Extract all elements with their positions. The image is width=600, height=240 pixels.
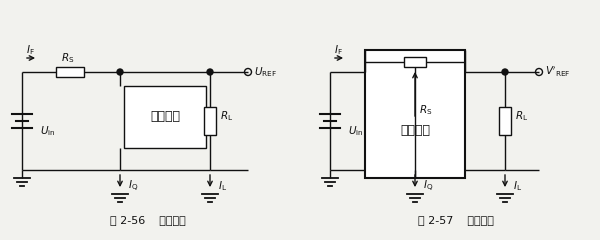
Text: 图 2-57    串联基准: 图 2-57 串联基准 [418, 215, 494, 225]
Text: $I_{\rm F}$: $I_{\rm F}$ [26, 43, 35, 57]
Text: $I_{\rm F}$: $I_{\rm F}$ [334, 43, 343, 57]
Bar [56, 67, 84, 77]
Bar [204, 107, 216, 135]
Bar [499, 107, 511, 135]
Text: $R_{\rm S}$: $R_{\rm S}$ [61, 51, 74, 65]
Text: 并联基准: 并联基准 [150, 110, 180, 124]
Text: $R_{\rm L}$: $R_{\rm L}$ [515, 109, 528, 123]
Text: $U_{\rm in}$: $U_{\rm in}$ [348, 124, 364, 138]
Text: $I_{\rm Q}$: $I_{\rm Q}$ [423, 179, 433, 193]
Bar [365, 50, 465, 178]
Text: 串联基准: 串联基准 [400, 124, 430, 137]
Circle shape [117, 69, 123, 75]
Text: $I_{\rm L}$: $I_{\rm L}$ [218, 179, 227, 193]
Bar [404, 57, 426, 67]
Text: $U_{\rm REF}$: $U_{\rm REF}$ [254, 65, 277, 79]
Text: $I_{\rm Q}$: $I_{\rm Q}$ [128, 179, 139, 193]
Text: 图 2-56    并联基准: 图 2-56 并联基准 [110, 215, 186, 225]
Text: $I_{\rm L}$: $I_{\rm L}$ [513, 179, 522, 193]
Text: $V'_{\rm REF}$: $V'_{\rm REF}$ [545, 65, 571, 79]
Bar [124, 86, 206, 148]
Text: $U_{\rm in}$: $U_{\rm in}$ [40, 124, 56, 138]
Text: $R_{\rm L}$: $R_{\rm L}$ [220, 109, 233, 123]
Circle shape [502, 69, 508, 75]
Text: $R_{\rm S}$: $R_{\rm S}$ [419, 103, 433, 117]
Circle shape [207, 69, 213, 75]
